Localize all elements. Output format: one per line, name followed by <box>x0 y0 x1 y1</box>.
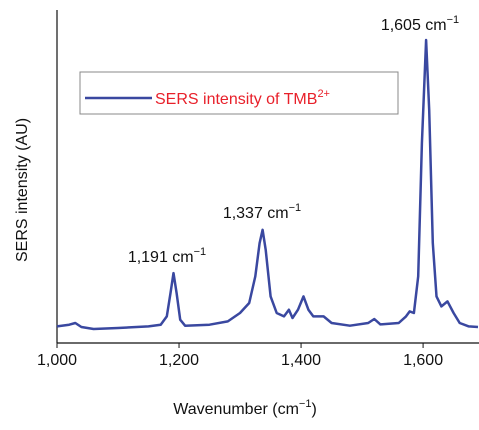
x-axis-label-text: Wavenumber (cm <box>173 401 299 418</box>
spectrum-line <box>56 38 479 331</box>
legend-text: SERS intensity of TMB <box>155 91 317 108</box>
peak-annotation-sup: −1 <box>289 202 302 214</box>
peak-annotation-sup: −1 <box>194 246 207 258</box>
x-tick-label: 1,000 <box>37 352 77 369</box>
peak-annotation: 1,191 cm−1 <box>128 246 206 266</box>
x-axis-label: Wavenumber (cm−1) <box>173 398 317 418</box>
peak-annotation-text: 1,191 cm <box>128 249 194 266</box>
legend-sup: 2+ <box>317 88 330 100</box>
peak-annotation: 1,605 cm−1 <box>381 14 459 34</box>
y-axis-label: SERS intensity (AU) <box>14 118 31 262</box>
legend-box <box>79 71 399 115</box>
x-axis-label-end: ) <box>311 401 316 418</box>
peak-annotation-text: 1,605 cm <box>381 17 447 34</box>
peak-annotation: 1,337 cm−1 <box>223 202 301 222</box>
x-tick-label: 1,200 <box>159 352 199 369</box>
x-tick-label: 1,600 <box>403 352 443 369</box>
x-tick-label: 1,400 <box>281 352 321 369</box>
x-axis-label-sup: −1 <box>299 398 312 410</box>
peak-annotation-text: 1,337 cm <box>223 205 289 222</box>
legend-label: SERS intensity of TMB2+ <box>155 88 330 108</box>
peak-annotation-sup: −1 <box>447 14 460 26</box>
